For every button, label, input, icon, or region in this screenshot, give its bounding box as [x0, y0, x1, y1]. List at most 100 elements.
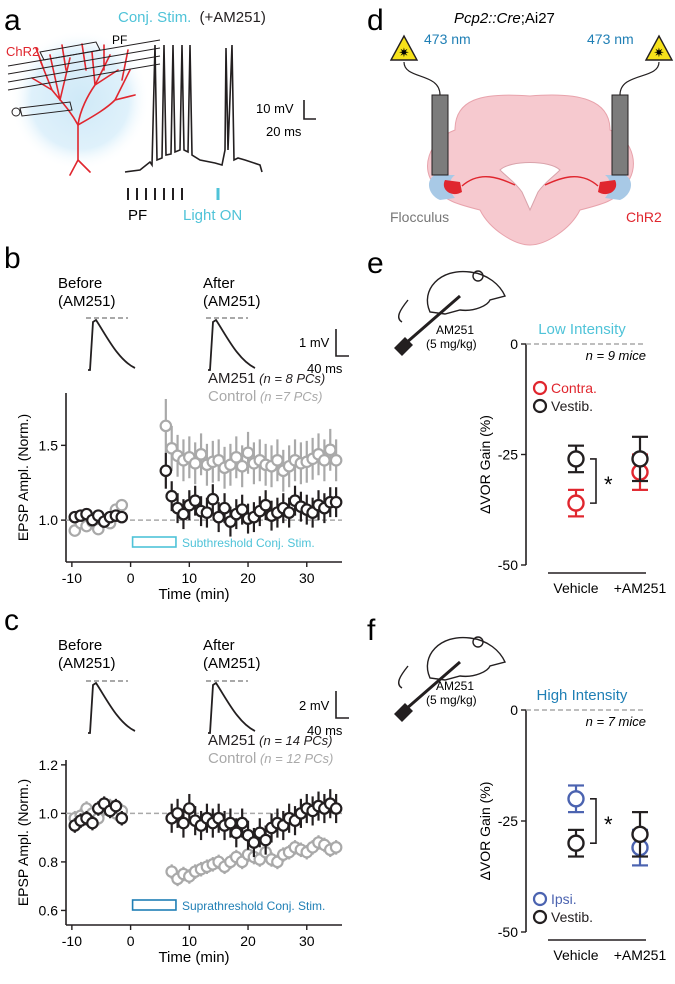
- f-title: High Intensity: [537, 687, 628, 704]
- spike-trace: [124, 44, 263, 173]
- pf-stim-ticks: [127, 188, 183, 200]
- panel-e: e AM251 (5 mg/kg) Low Intensity 0 -25 -50 n …: [367, 247, 666, 596]
- before-label-b-2: (AM251): [58, 293, 116, 310]
- drug-label-f-2: (5 mg/kg): [426, 693, 477, 707]
- c-x-tick-label: 30: [299, 933, 315, 949]
- scale-bar-b: [335, 329, 349, 357]
- b-control-point: [329, 454, 343, 467]
- before-label-c-1: Before: [58, 637, 102, 654]
- b-x-tick-label: 30: [299, 570, 315, 586]
- brain-section-illustration: [427, 94, 634, 246]
- b-control-point: [323, 443, 337, 457]
- f-category-label: +AM251: [614, 947, 667, 963]
- c-legend-n: (n = 12 PCs): [256, 751, 333, 766]
- f-significance-star: *: [604, 812, 613, 837]
- f-category-label: Vehicle: [553, 947, 598, 963]
- after-label-b-1: After: [203, 275, 235, 292]
- panel-letter-e: e: [367, 247, 384, 280]
- svg-text:✷: ✷: [399, 45, 410, 60]
- b-legend-control: Control (n =7 PCs): [208, 388, 322, 405]
- b-control-point: [159, 419, 173, 433]
- c-am251-point: [224, 816, 237, 830]
- b-x-tick-label: -10: [62, 570, 82, 586]
- c-x-tick-label: 0: [127, 933, 135, 949]
- f-y-tick-label: 0: [510, 702, 518, 718]
- b-stim-marker: [131, 536, 177, 548]
- c-legend-n: (n = 14 PCs): [256, 733, 333, 748]
- e-contra-point: [567, 494, 585, 512]
- after-label-b-2: (AM251): [203, 293, 261, 310]
- genotype-ai27: ;Ai27: [521, 10, 555, 27]
- mouse-injection-icon-f: [394, 636, 506, 722]
- e-legend-label: Contra.: [551, 380, 597, 396]
- f-ipsi-point: [567, 790, 585, 808]
- e-legend-marker: [532, 398, 548, 414]
- chr2-brain-label: ChR2: [626, 209, 662, 225]
- panel-a: a Conj. Stim. (+AM251) PF ChR2: [4, 4, 316, 224]
- f-y-axis-label: ΔVOR Gain (%): [477, 782, 493, 881]
- e-category-label: Vehicle: [553, 580, 598, 596]
- c-y-tick-label: 0.8: [39, 854, 59, 870]
- c-am251-point: [247, 836, 261, 849]
- f-y-tick-label: -50: [498, 924, 518, 940]
- e-significance-star: *: [604, 472, 613, 497]
- e-y-axis-label: ΔVOR Gain (%): [477, 415, 493, 514]
- epsp-trace-after-b: [208, 318, 256, 371]
- purkinje-cell-illustration: PF ChR2: [6, 30, 161, 176]
- b-am251-point: [159, 464, 173, 478]
- e-legend-marker: [532, 380, 548, 396]
- b-y-axis-label: EPSP Ampl. (Norm.): [15, 414, 31, 541]
- svg-text:✷: ✷: [654, 45, 665, 60]
- e-vestib-point: [631, 450, 649, 468]
- b-am251-point: [282, 506, 296, 519]
- b-am251-point: [200, 506, 214, 519]
- b-legend-n: (n = 8 PCs): [256, 371, 326, 386]
- b-am251-point: [259, 498, 272, 512]
- before-label-c-2: (AM251): [58, 655, 116, 672]
- genotype-label: Pcp2::Cre;Ai27: [454, 10, 555, 27]
- drug-label-e-1: AM251: [436, 323, 474, 337]
- c-stim-label: Suprathreshold Conj. Stim.: [182, 899, 325, 913]
- c-am251-point: [171, 807, 184, 820]
- scale-bar-b-time: 40 ms: [307, 361, 343, 376]
- e-title: Low Intensity: [538, 321, 626, 338]
- laser-warning-icon-left: ✷: [389, 34, 419, 61]
- before-label-b-1: Before: [58, 275, 102, 292]
- b-y-tick-label: 1.5: [39, 437, 59, 453]
- b-legend-name: AM251: [208, 370, 256, 387]
- b-legend-am251: AM251 (n = 8 PCs): [208, 370, 325, 387]
- chart-e: Low Intensity 0 -25 -50 n = 9 mice ΔVOR Gain …: [477, 321, 666, 596]
- scale-bar-a-time: 20 ms: [266, 124, 302, 139]
- e-y-tick-label: -25: [498, 447, 518, 463]
- c-legend-am251: AM251 (n = 14 PCs): [208, 732, 332, 749]
- panel-d: d Pcp2::Cre;Ai27 ✷ ✷ 473 nm 473 nm Fl: [367, 4, 674, 246]
- f-vestib-point: [567, 834, 585, 852]
- b-am251-point: [329, 495, 343, 509]
- b-am251-point: [188, 494, 202, 507]
- c-y-tick-label: 0.6: [39, 902, 59, 918]
- f-legend-label: Ipsi.: [551, 891, 577, 907]
- f-legend-marker: [532, 891, 548, 907]
- chart-c: 0.6 0.8 1.0 1.2 -10 0 10 20 30 Time (min) EPSP Amp…: [15, 732, 343, 966]
- f-legend-label: Vestib.: [551, 909, 593, 925]
- chart-b: 1.0 1.5 -10 0 10 20 30 Time (min) EPSP Ampl. (No…: [15, 370, 343, 603]
- drug-label-f-1: AM251: [436, 679, 474, 693]
- c-legend-name: AM251: [208, 732, 256, 749]
- e-y-tick-label: -50: [498, 557, 518, 573]
- panel-b: b Before (AM251) After (AM251) 1 mV 40 m…: [4, 242, 349, 603]
- pf-stim-label: PF: [128, 207, 147, 224]
- b-y-tick-label: 1.0: [39, 512, 59, 528]
- panel-letter-b: b: [4, 242, 21, 275]
- f-y-tick-label: -25: [498, 813, 518, 829]
- e-n-label: n = 9 mice: [586, 348, 646, 363]
- f-significance-bracket: [590, 798, 597, 844]
- mouse-injection-icon-e: [394, 270, 506, 356]
- b-control-point: [241, 446, 255, 460]
- b-control-point: [271, 454, 284, 467]
- b-am251-point: [218, 501, 231, 515]
- chart-f: High Intensity 0 -25 -50 n = 7 mice ΔVOR Gain…: [477, 687, 666, 963]
- b-control-point: [194, 448, 208, 461]
- laser-left-wavelength: 473 nm: [424, 31, 471, 47]
- scale-bar-c: [335, 691, 349, 719]
- c-control-point: [329, 841, 343, 854]
